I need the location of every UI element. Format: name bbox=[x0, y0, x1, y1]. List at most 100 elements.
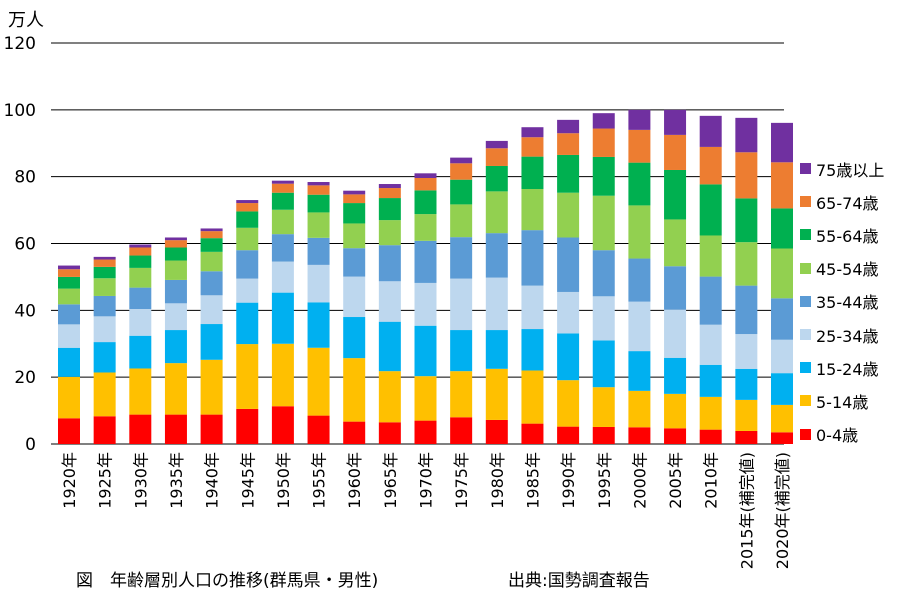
legend-swatch bbox=[800, 362, 811, 374]
bar-segment bbox=[735, 117, 758, 153]
bar-segment bbox=[236, 200, 259, 204]
bar-segment bbox=[735, 152, 758, 199]
legend: 75歳以上 65-74歳 55-64歳 45-54歳 35-44歳 25-34歳 15-24… bbox=[800, 152, 884, 451]
bar-segment bbox=[664, 393, 687, 429]
bar-stack bbox=[343, 190, 366, 444]
bar-segment bbox=[164, 363, 187, 415]
bar-segment bbox=[378, 220, 401, 246]
bar-stack bbox=[450, 157, 473, 444]
y-tick-label: 40 bbox=[14, 301, 36, 321]
bar-segment bbox=[58, 324, 80, 348]
bar-segment bbox=[664, 357, 687, 394]
legend-label: 0-4歳 bbox=[816, 426, 859, 446]
bar-segment bbox=[485, 140, 508, 149]
legend-item: 65-74歳 bbox=[800, 185, 884, 218]
bar-segment bbox=[557, 380, 580, 427]
bar-segment bbox=[58, 347, 80, 377]
bar-segment bbox=[521, 137, 544, 157]
legend-label: 75歳以上 bbox=[816, 160, 885, 180]
legend-swatch bbox=[800, 163, 811, 175]
bar-segment bbox=[378, 245, 401, 282]
bar-segment bbox=[236, 211, 259, 228]
bar-segment bbox=[164, 247, 187, 261]
bar-segment bbox=[485, 148, 508, 166]
bar-segment bbox=[414, 420, 437, 444]
bar-segment bbox=[771, 162, 793, 209]
legend-label: 35-44歳 bbox=[816, 293, 879, 313]
bar-segment bbox=[164, 260, 187, 280]
bar-segment bbox=[771, 404, 793, 433]
x-tick-label: 1990年 bbox=[559, 452, 578, 509]
bar-segment bbox=[236, 408, 259, 444]
bar-segment bbox=[735, 198, 758, 243]
bar-segment bbox=[378, 422, 401, 444]
bar-segment bbox=[735, 399, 758, 431]
bar-segment bbox=[378, 371, 401, 423]
bar-segment bbox=[271, 234, 294, 262]
legend-label: 55-64歳 bbox=[816, 226, 879, 246]
x-tick-label: 2010年 bbox=[702, 452, 721, 509]
legend-swatch bbox=[800, 295, 811, 307]
bar-segment bbox=[343, 276, 366, 318]
bar-segment bbox=[200, 231, 223, 239]
figure-caption: 図 年齢層別人口の推移(群馬県・男性) bbox=[76, 571, 379, 591]
bar-segment bbox=[236, 250, 259, 279]
bar-segment bbox=[592, 340, 615, 388]
bar-segment bbox=[450, 157, 473, 164]
bar-segment bbox=[129, 267, 152, 288]
bar-segment bbox=[557, 426, 580, 444]
bar-segment bbox=[699, 364, 722, 397]
bar-stack bbox=[58, 265, 80, 444]
bar-segment bbox=[699, 115, 722, 147]
bar-segment bbox=[414, 214, 437, 241]
bar-segment bbox=[378, 321, 401, 372]
legend-item: 55-64歳 bbox=[800, 218, 884, 251]
bar-segment bbox=[450, 330, 473, 372]
bar-segment bbox=[236, 344, 259, 409]
bar-segment bbox=[735, 368, 758, 400]
bar-segment bbox=[699, 396, 722, 430]
legend-label: 25-34歳 bbox=[816, 326, 879, 346]
bar-segment bbox=[557, 119, 580, 134]
bar-segment bbox=[521, 156, 544, 190]
bar-stack bbox=[307, 182, 330, 444]
bar-segment bbox=[592, 113, 615, 129]
bar-segment bbox=[450, 278, 473, 331]
bar-segment bbox=[521, 127, 544, 138]
legend-label: 15-24歳 bbox=[816, 359, 879, 379]
bar-stack bbox=[236, 200, 259, 444]
bar-segment bbox=[343, 421, 366, 444]
bar-segment bbox=[450, 163, 473, 180]
bar-segment bbox=[628, 162, 651, 206]
bar-segment bbox=[200, 359, 223, 415]
bar-segment bbox=[271, 192, 294, 210]
bar-segment bbox=[771, 373, 793, 405]
bar-stack bbox=[414, 173, 437, 444]
bar-segment bbox=[93, 266, 116, 279]
bar-segment bbox=[592, 156, 615, 196]
y-tick-label: 100 bbox=[4, 101, 36, 121]
bar-segment bbox=[664, 134, 687, 170]
bar-segment bbox=[129, 247, 152, 256]
bar-segment bbox=[378, 198, 401, 221]
legend-swatch bbox=[800, 329, 811, 341]
y-tick-label: 0 bbox=[25, 435, 36, 455]
bar-segment bbox=[271, 183, 294, 193]
y-tick-label: 120 bbox=[4, 34, 36, 54]
x-tick-label: 1980年 bbox=[488, 452, 507, 509]
bar-segment bbox=[771, 248, 793, 299]
bar-segment bbox=[93, 295, 116, 317]
bar-segment bbox=[485, 165, 508, 192]
legend-item: 5-14歳 bbox=[800, 384, 884, 417]
bar-segment bbox=[414, 325, 437, 377]
bar-segment bbox=[129, 335, 152, 369]
bar-segment bbox=[628, 129, 651, 163]
legend-label: 65-74歳 bbox=[816, 193, 879, 213]
bar-segment bbox=[236, 302, 259, 345]
y-tick-label: 20 bbox=[14, 368, 36, 388]
bar-segment bbox=[93, 342, 116, 373]
bar-segment bbox=[307, 194, 330, 213]
bar-segment bbox=[343, 223, 366, 249]
bar-stack bbox=[592, 113, 615, 444]
